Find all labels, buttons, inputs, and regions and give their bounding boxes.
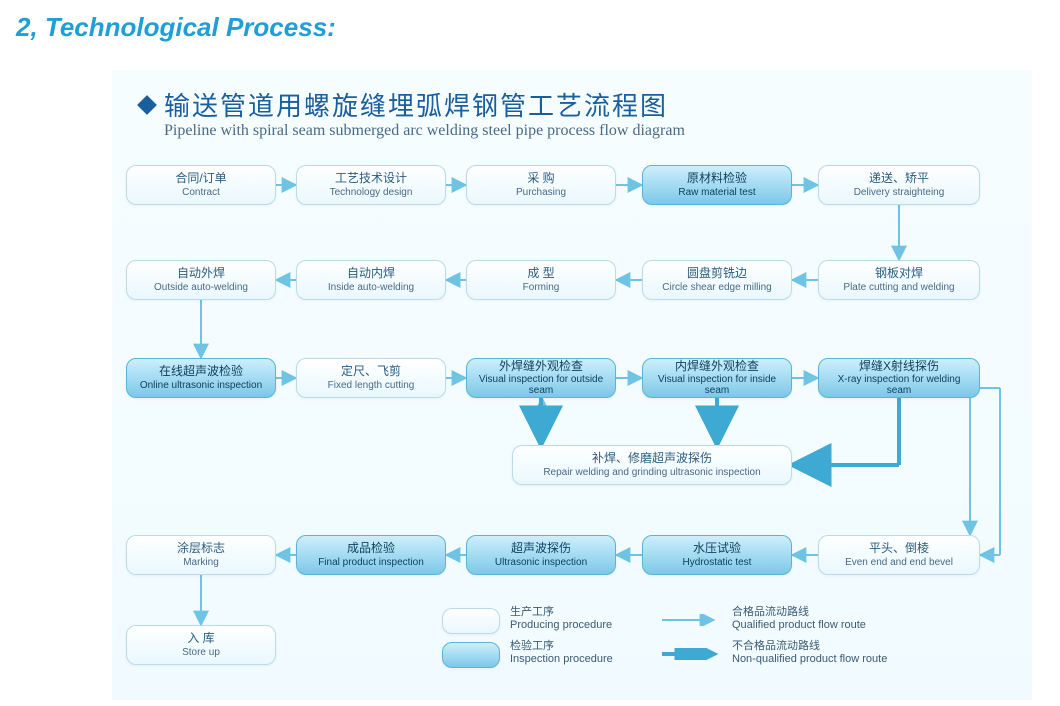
node-forming: 成 型Forming xyxy=(466,260,616,300)
node-contract: 合同/订单Contract xyxy=(126,165,276,205)
node-ut_insp: 超声波探伤Ultrasonic inspection xyxy=(466,535,616,575)
node-circle_shear: 圆盘剪铣边Circle shear edge milling xyxy=(642,260,792,300)
diagram-en-subtitle: Pipeline with spiral seam submerged arc … xyxy=(164,122,685,140)
legend-qual-text: 合格品流动路线Qualified product flow route xyxy=(732,606,866,632)
diagram-cn-title: 输送管道用螺旋缝埋弧焊钢管工艺流程图 xyxy=(164,86,668,123)
legend-nonqual-text: 不合格品流动路线Non-qualified product flow route xyxy=(732,640,887,666)
bullet-icon xyxy=(137,95,157,115)
node-purchasing: 采 购Purchasing xyxy=(466,165,616,205)
legend-prod-text: 生产工序Producing procedure xyxy=(510,606,612,632)
node-in_weld: 自动内焊Inside auto-welding xyxy=(296,260,446,300)
legend-insp-text: 检验工序Inspection procedure xyxy=(510,640,613,666)
node-plate_cut: 钢板对焊Plate cutting and welding xyxy=(818,260,980,300)
node-repair: 补焊、修磨超声波探伤Repair welding and grinding ul… xyxy=(512,445,792,485)
legend-prod-box xyxy=(442,608,500,634)
node-out_weld: 自动外焊Outside auto-welding xyxy=(126,260,276,300)
node-fixed_cut: 定尺、飞剪Fixed length cutting xyxy=(296,358,446,398)
legend-arrow-q xyxy=(660,614,720,626)
flow-diagram: 输送管道用螺旋缝埋弧焊钢管工艺流程图 Pipeline with spiral … xyxy=(112,70,1032,700)
node-final_insp: 成品检验Final product inspection xyxy=(296,535,446,575)
node-store: 入 库Store up xyxy=(126,625,276,665)
node-tech_design: 工艺技术设计Technology design xyxy=(296,165,446,205)
node-online_ut: 在线超声波检验Online ultrasonic inspection xyxy=(126,358,276,398)
node-marking: 涂层标志Marking xyxy=(126,535,276,575)
legend-arrow-nq xyxy=(660,648,720,660)
legend-insp-box xyxy=(442,642,500,668)
section-title: 2, Technological Process: xyxy=(0,0,1060,43)
node-xray: 焊缝X射线探伤X-ray inspection for welding seam xyxy=(818,358,980,398)
node-delivery: 递送、矫平Delivery straighteing xyxy=(818,165,980,205)
node-hydro: 水压试验Hydrostatic test xyxy=(642,535,792,575)
node-vis_in: 内焊缝外观检查Visual inspection for inside seam xyxy=(642,358,792,398)
node-raw_test: 原材料检验Raw material test xyxy=(642,165,792,205)
node-vis_out: 外焊缝外观检查Visual inspection for outside sea… xyxy=(466,358,616,398)
node-end_bevel: 平头、倒棱Even end and end bevel xyxy=(818,535,980,575)
